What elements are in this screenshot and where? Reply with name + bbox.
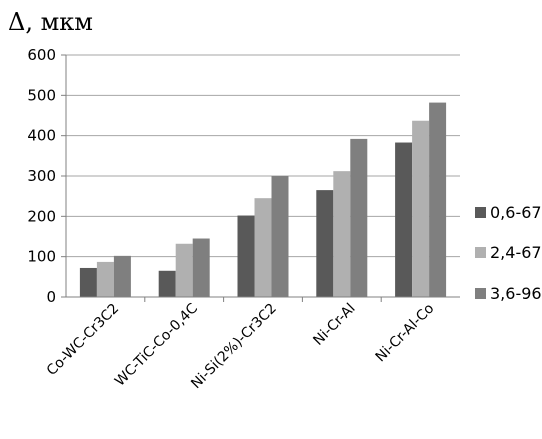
bars bbox=[79, 102, 447, 298]
gridlines bbox=[66, 54, 460, 258]
legend-swatch bbox=[475, 247, 486, 258]
bar bbox=[158, 270, 176, 297]
category-label: Ni-Cr-Al bbox=[310, 301, 358, 349]
bar bbox=[254, 198, 272, 297]
bar bbox=[412, 120, 430, 297]
y-tick-label: 200 bbox=[27, 207, 56, 225]
y-tick-labels: 0 100 200 300 400 500 600 bbox=[27, 46, 66, 306]
category-label: WC-TiC-Co-0,4C bbox=[112, 300, 201, 389]
y-axis-label: Δ, мкм bbox=[8, 8, 93, 36]
y-tick-label: 300 bbox=[27, 167, 56, 185]
y-tick-label: 500 bbox=[27, 86, 56, 104]
axes bbox=[65, 55, 460, 302]
bar bbox=[316, 190, 334, 297]
bar bbox=[113, 255, 131, 297]
bar bbox=[192, 238, 210, 297]
bar bbox=[79, 267, 97, 297]
bar bbox=[271, 176, 289, 297]
category-label: Ni-Cr-Al-Co bbox=[373, 301, 438, 366]
category-label: Co-WC-Cr3C2 bbox=[44, 301, 122, 379]
y-tick-label: 0 bbox=[46, 288, 56, 306]
legend-label: 2,4-67 bbox=[490, 243, 542, 262]
category-labels: Co-WC-Cr3C2WC-TiC-Co-0,4CNi-Si(2%)-Cr3C2… bbox=[44, 300, 438, 392]
legend-swatch bbox=[475, 207, 486, 218]
bar bbox=[96, 261, 114, 297]
bar bbox=[429, 102, 447, 298]
legend-swatch bbox=[475, 288, 486, 299]
legend-label: 3,6-96 bbox=[490, 284, 542, 303]
y-tick-label: 100 bbox=[27, 248, 56, 266]
bar bbox=[237, 215, 255, 297]
bar bbox=[350, 138, 368, 297]
bar bbox=[395, 142, 413, 297]
y-tick-label: 400 bbox=[27, 127, 56, 145]
legend-label: 0,6-67 bbox=[490, 203, 542, 222]
category-label: Ni-Si(2%)-Cr3C2 bbox=[188, 301, 280, 393]
bar bbox=[175, 243, 193, 297]
legend: 0,6-67 2,4-67 3,6-96 bbox=[475, 203, 542, 303]
bar bbox=[333, 171, 351, 297]
y-tick-label: 600 bbox=[27, 46, 56, 64]
